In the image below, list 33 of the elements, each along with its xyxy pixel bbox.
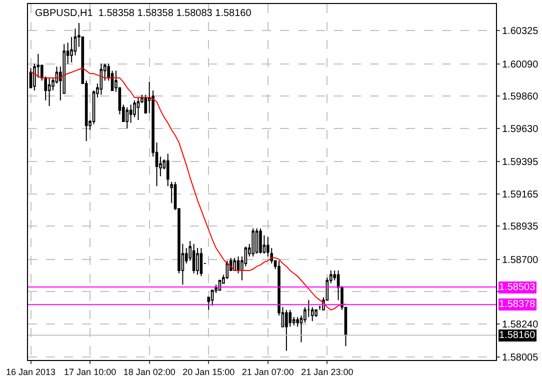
y-tick-label: 1.59860 [502, 92, 539, 103]
candlestick [196, 248, 199, 276]
x-tick-label: 17 Jan 10:00 [64, 366, 116, 377]
ref-line-label: 1.58378 [499, 299, 536, 310]
candlestick [285, 309, 288, 352]
candlestick [200, 248, 203, 277]
x-tick-label: 21 Jan 07:00 [242, 366, 294, 377]
candlestick [252, 228, 254, 257]
candlestick [192, 243, 196, 274]
x-tick-label: 16 Jan 2013 [6, 366, 56, 377]
x-tick-label: 21 Jan 23:00 [301, 366, 354, 377]
candlestick [136, 97, 140, 121]
y-tick-label: 1.59630 [502, 124, 539, 135]
ref-line-label: 1.58503 [499, 282, 536, 293]
x-tick-label: 20 Jan 15:00 [182, 366, 235, 377]
y-tick-label: 1.58240 [502, 319, 539, 330]
candlestick [255, 228, 258, 254]
candlestick [314, 309, 318, 318]
ref-line-label: 1.58160 [499, 330, 536, 341]
chart-title: GBPUSD,H1 1.58358 1.58358 1.58083 1.58160 [35, 8, 252, 19]
y-tick-label: 1.60090 [502, 59, 539, 70]
y-tick-label: 1.59165 [502, 189, 539, 200]
candlestick [259, 228, 262, 254]
candlestick [126, 106, 129, 129]
y-tick-label: 1.58700 [502, 254, 539, 266]
candlestick [233, 257, 236, 272]
y-tick-label: 1.60325 [502, 26, 539, 38]
y-tick-label: 1.58005 [502, 352, 539, 364]
x-tick-label: 18 Jan 02:00 [123, 366, 176, 377]
candlestick [100, 63, 103, 96]
candlestick [48, 77, 51, 106]
y-tick-label: 1.58935 [502, 222, 539, 233]
y-tick-label: 1.59395 [502, 157, 539, 168]
